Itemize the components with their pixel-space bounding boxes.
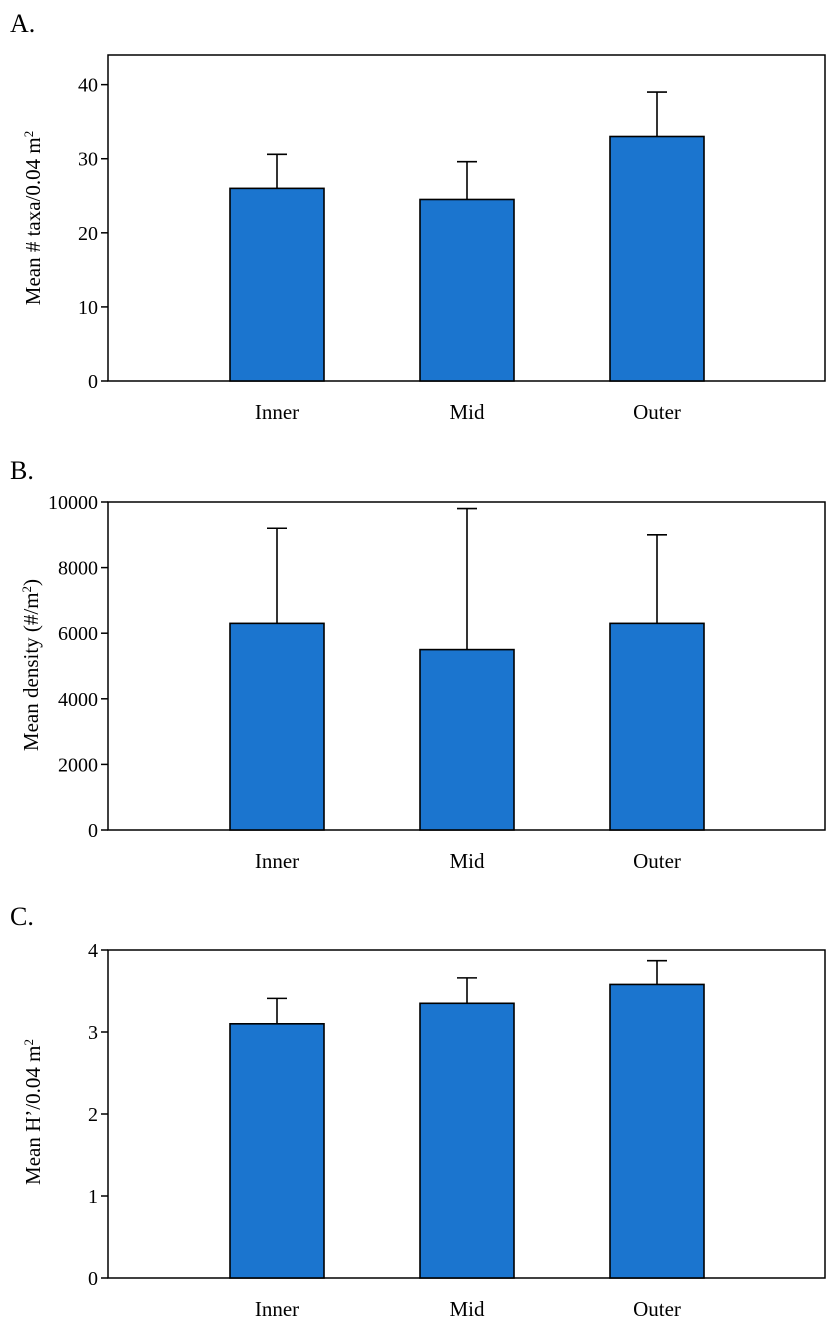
panel-b-bar-inner (229, 622, 325, 831)
panel-c-ylabel: Mean H’/0.04 m2 (21, 1039, 46, 1185)
panel-c-ylabel-main: Mean H’/0.04 m (21, 1046, 45, 1185)
panel-c-bar-mid (419, 1002, 515, 1279)
panel-b-ytick-label: 0 (88, 820, 98, 842)
panel-c-xtick-label-mid: Mid (449, 1297, 485, 1321)
panel-b-ytick-label: 4000 (58, 689, 98, 711)
panel-b-xtick-label-mid: Mid (449, 849, 485, 873)
panel-b-ylabel-sup: 2 (19, 586, 34, 593)
panel-b-ylabel-main: Mean density (#/m (19, 592, 43, 751)
panel-b-xtick-label-outer: Outer (633, 849, 681, 873)
panel-c-ytick-label: 0 (88, 1268, 98, 1290)
panel-a-ylabel-sup: 2 (21, 131, 36, 138)
panel-a-label: A. (10, 9, 35, 38)
panel-a-xtick-label-outer: Outer (633, 400, 681, 424)
panel-a-bar-mid (419, 198, 515, 382)
panel-a-ytick-label: 0 (88, 371, 98, 393)
panel-a-error-bars (267, 91, 667, 200)
panel-b-ytick-label: 10000 (48, 492, 98, 514)
panel-a-ytick-label: 30 (78, 149, 98, 171)
panel-b-y-ticks: 0 2000 4000 6000 8000 10000 (48, 492, 108, 842)
panel-c-label: C. (10, 902, 34, 931)
panel-c-bars (229, 983, 705, 1279)
panel-a-xtick-label-inner: Inner (255, 400, 299, 424)
panel-c-ytick-label: 4 (88, 940, 98, 962)
panel-a-xtick-label-mid: Mid (449, 400, 485, 424)
panel-b-ytick-label: 6000 (58, 623, 98, 645)
panel-a-bars (229, 135, 705, 382)
panel-c-bar-inner (229, 1022, 325, 1279)
panel-a-x-labels: Inner Mid Outer (255, 400, 681, 424)
panel-a-bar-outer (609, 135, 705, 382)
panel-a-bar-inner (229, 187, 325, 382)
panel-a-ytick-label: 20 (78, 223, 98, 245)
panel-c-ylabel-sup: 2 (21, 1039, 36, 1046)
panel-b-ytick-label: 2000 (58, 754, 98, 776)
panel-a-ytick-label: 40 (78, 75, 98, 97)
panel-c-x-labels: Inner Mid Outer (255, 1297, 681, 1321)
panel-a: A. Mean # taxa/0.04 m2 0 10 20 30 40 Inner Mi… (10, 9, 826, 424)
panel-b-ylabel: Mean density (#/m2) (19, 579, 44, 751)
panel-c-ytick-label: 3 (88, 1022, 98, 1044)
panel-b-bar-outer (609, 622, 705, 831)
panel-c-xtick-label-outer: Outer (633, 1297, 681, 1321)
panel-a-ytick-label: 10 (78, 297, 98, 319)
panel-a-ylabel: Mean # taxa/0.04 m2 (21, 131, 46, 305)
panel-b-bars (229, 622, 705, 831)
panel-b: B. Mean density (#/m2) 0 2000 4000 6000 8000… (10, 456, 826, 873)
panel-b-xtick-label-inner: Inner (255, 849, 299, 873)
panel-b-x-labels: Inner Mid Outer (255, 849, 681, 873)
panel-c-y-ticks: 0 1 2 3 4 (88, 940, 108, 1290)
panel-c-bar-outer (609, 983, 705, 1279)
panel-b-label: B. (10, 456, 34, 485)
panel-a-y-ticks: 0 10 20 30 40 (78, 75, 108, 393)
panel-b-bar-mid (419, 648, 515, 831)
panel-c-ytick-label: 1 (88, 1186, 98, 1208)
panel-c-error-bars (267, 959, 667, 1024)
panel-b-ytick-label: 8000 (58, 558, 98, 580)
panel-a-ylabel-main: Mean # taxa/0.04 m (21, 137, 45, 305)
panel-b-error-bars (267, 507, 667, 650)
panel-c-ytick-label: 2 (88, 1104, 98, 1126)
panel-b-ylabel-tail: ) (19, 579, 43, 586)
panel-c-xtick-label-inner: Inner (255, 1297, 299, 1321)
